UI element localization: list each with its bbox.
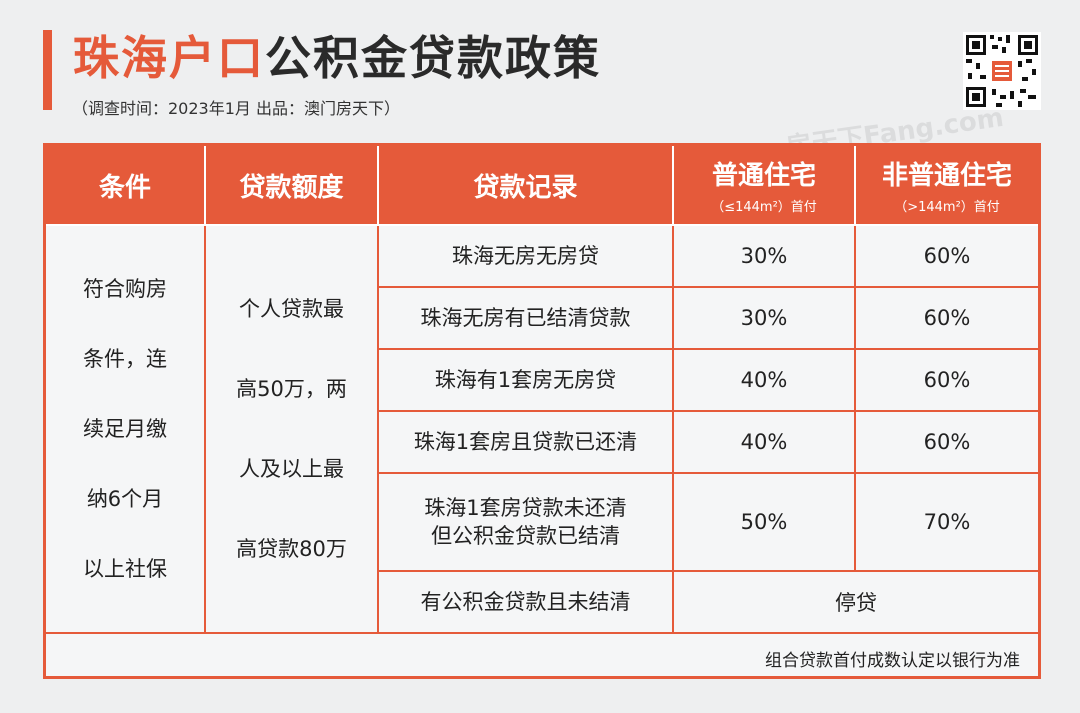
record-cell: 珠海有1套房无房贷 xyxy=(378,348,674,412)
header-record: 贷款记录 xyxy=(377,146,674,226)
note-row: 组合贷款首付成数认定以银行为准 xyxy=(46,632,1038,682)
title-highlight: 珠海户口 xyxy=(73,31,265,85)
page-subtitle: （调查时间：2023年1月 出品：澳门房天下） xyxy=(72,99,400,118)
condition-line: 以上社保 xyxy=(83,557,167,581)
condition-line: 纳6个月 xyxy=(86,487,164,511)
record-cell: 珠海1套房且贷款已还清 xyxy=(378,410,674,474)
title-accent-bar xyxy=(43,30,52,110)
header-non-ordinary: 非普通住宅 （>144m²）首付 xyxy=(854,146,1038,226)
record-cell: 有公积金贷款且未结清 xyxy=(378,570,674,634)
ordinary-cell: 40% xyxy=(672,410,856,474)
condition-line: 续足月缴 xyxy=(83,417,167,441)
ordinary-cell: 30% xyxy=(672,224,856,288)
table-row: 符合购房 条件，连 续足月缴 纳6个月 以上社保 个人贷款最 高50万，两 人及… xyxy=(46,224,1038,634)
non-ordinary-cell: 60% xyxy=(854,348,1038,412)
ordinary-cell: 40% xyxy=(672,348,856,412)
amount-line: 人及以上最 xyxy=(239,457,344,481)
non-ordinary-cell: 60% xyxy=(854,286,1038,350)
condition-line: 符合购房 xyxy=(83,277,167,301)
ordinary-cell: 30% xyxy=(672,286,856,350)
record-line: 珠海1套房贷款未还清 xyxy=(424,495,627,520)
page-title: 珠海户口公积金贷款政策 xyxy=(73,22,601,88)
non-ordinary-cell: 70% xyxy=(854,472,1038,572)
policy-table: 条件 贷款额度 贷款记录 普通住宅 （≤144m²）首付 非普通住宅 （>144m²… xyxy=(43,143,1041,682)
header-non-ordinary-sub: （>144m²）首付 xyxy=(894,200,1000,215)
header-condition: 条件 xyxy=(46,146,206,226)
table-row: 珠海1套房贷款未还清 但公积金贷款已结清 50% 70% xyxy=(46,472,1038,572)
header-ordinary-label: 普通住宅 xyxy=(711,161,816,191)
ordinary-cell: 50% xyxy=(672,472,856,572)
header-ordinary-sub: （≤144m²）首付 xyxy=(711,200,817,215)
merged-status-cell: 停贷 xyxy=(672,570,1038,634)
amount-line: 高50万，两 xyxy=(236,377,347,401)
non-ordinary-cell: 60% xyxy=(854,224,1038,288)
amount-line: 个人贷款最 xyxy=(239,297,344,321)
record-cell: 珠海无房有已结清贷款 xyxy=(378,286,674,350)
amount-cell: 个人贷款最 高50万，两 人及以上最 高贷款80万 xyxy=(204,224,379,634)
table-row: 珠海1套房且贷款已还清 40% 60% xyxy=(46,410,1038,474)
table-row: 有公积金贷款且未结清 停贷 xyxy=(46,570,1038,634)
qr-code-icon xyxy=(963,32,1041,110)
table-header-row: 条件 贷款额度 贷款记录 普通住宅 （≤144m²）首付 非普通住宅 （>144m²… xyxy=(46,146,1038,226)
header-non-ordinary-label: 非普通住宅 xyxy=(881,161,1012,191)
non-ordinary-cell: 60% xyxy=(854,410,1038,474)
table-note: 组合贷款首付成数认定以银行为准 xyxy=(46,632,1038,682)
title-rest: 公积金贷款政策 xyxy=(265,31,601,85)
record-cell: 珠海1套房贷款未还清 但公积金贷款已结清 xyxy=(378,472,674,572)
condition-line: 条件，连 xyxy=(83,347,167,371)
condition-cell: 符合购房 条件，连 续足月缴 纳6个月 以上社保 xyxy=(46,224,206,634)
record-line: 但公积金贷款已结清 xyxy=(431,524,620,548)
header-amount: 贷款额度 xyxy=(204,146,379,226)
table-row: 珠海有1套房无房贷 40% 60% xyxy=(46,348,1038,412)
amount-line: 高贷款80万 xyxy=(236,537,347,561)
table-row: 珠海无房有已结清贷款 30% 60% xyxy=(46,286,1038,350)
header-ordinary: 普通住宅 （≤144m²）首付 xyxy=(672,146,856,226)
record-cell: 珠海无房无房贷 xyxy=(377,224,674,288)
